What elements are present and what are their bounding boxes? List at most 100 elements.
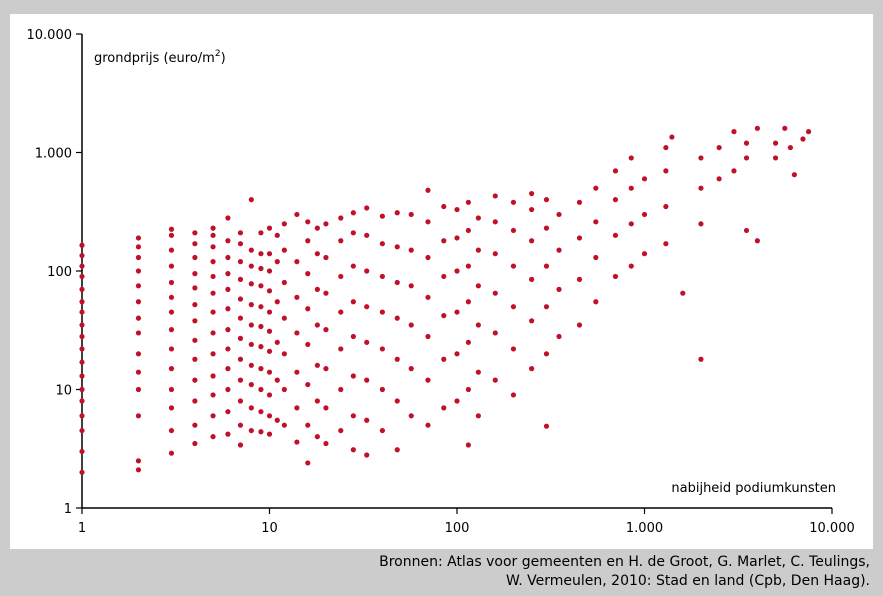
data-point xyxy=(274,259,280,265)
data-point xyxy=(274,339,280,345)
data-point xyxy=(408,283,414,289)
data-point xyxy=(237,315,244,321)
data-point xyxy=(425,333,431,340)
data-point xyxy=(350,263,356,269)
data-point xyxy=(314,322,320,328)
data-point xyxy=(248,197,254,203)
data-point xyxy=(338,238,344,244)
data-point xyxy=(787,144,794,151)
data-point xyxy=(612,232,619,238)
data-point xyxy=(350,373,356,379)
y-axis-title: grondprijs (euro/m2) xyxy=(94,49,226,66)
data-point xyxy=(364,452,370,458)
data-point xyxy=(305,306,311,312)
data-point xyxy=(168,309,175,315)
data-point xyxy=(641,211,648,218)
data-point xyxy=(266,369,273,375)
x-tick-label: 1 xyxy=(78,521,86,536)
data-point xyxy=(314,362,320,368)
data-point xyxy=(168,279,175,286)
data-point xyxy=(237,356,244,362)
data-point xyxy=(135,254,142,261)
data-point xyxy=(305,341,311,348)
data-point xyxy=(248,341,254,348)
data-point xyxy=(79,309,85,315)
data-point xyxy=(680,290,686,296)
data-point xyxy=(248,405,254,411)
data-point xyxy=(225,366,231,372)
data-point xyxy=(314,286,320,292)
data-point xyxy=(408,322,414,328)
data-point xyxy=(510,392,517,398)
data-point xyxy=(210,373,216,379)
data-points xyxy=(79,125,812,475)
data-point xyxy=(743,227,750,234)
data-point xyxy=(612,273,619,280)
data-point xyxy=(210,259,216,265)
data-point xyxy=(628,221,634,227)
data-point xyxy=(425,377,431,383)
data-point xyxy=(731,129,737,135)
data-point xyxy=(210,413,216,419)
data-point xyxy=(79,386,85,393)
data-point xyxy=(379,309,385,315)
data-point xyxy=(168,427,175,434)
data-point xyxy=(266,392,273,398)
data-point xyxy=(314,434,320,440)
data-point xyxy=(248,263,254,269)
data-point xyxy=(237,276,244,282)
data-point xyxy=(168,366,175,372)
data-point xyxy=(135,283,142,289)
x-axis-title: nabijheid podiumkunsten xyxy=(671,481,836,496)
data-point xyxy=(168,386,175,393)
data-point xyxy=(305,271,311,277)
data-point xyxy=(454,268,460,274)
data-point xyxy=(135,413,142,419)
y-tick-label: 10.000 xyxy=(27,28,73,43)
data-point xyxy=(556,247,562,253)
data-point xyxy=(323,221,329,227)
data-point xyxy=(237,398,244,404)
data-point xyxy=(323,405,329,411)
data-point xyxy=(168,346,175,352)
data-point xyxy=(394,279,400,286)
data-point xyxy=(379,386,385,393)
data-point xyxy=(465,386,471,393)
data-point xyxy=(323,290,329,296)
data-point xyxy=(805,129,812,135)
data-point xyxy=(465,263,471,269)
data-point xyxy=(294,330,300,336)
data-point xyxy=(210,225,216,231)
data-point xyxy=(274,377,280,383)
data-point xyxy=(79,322,85,328)
data-point xyxy=(543,225,550,231)
data-point xyxy=(475,369,481,375)
data-point xyxy=(248,427,254,434)
data-point xyxy=(543,423,550,429)
data-point xyxy=(465,442,471,448)
x-tick-label: 1.000 xyxy=(626,521,663,536)
data-point xyxy=(593,219,599,225)
data-point xyxy=(782,125,788,131)
data-point xyxy=(192,230,198,236)
data-point xyxy=(258,344,264,350)
data-point xyxy=(323,366,329,372)
data-point xyxy=(210,330,216,336)
data-point xyxy=(210,434,216,440)
data-point xyxy=(248,247,254,253)
data-point xyxy=(394,315,400,321)
data-point xyxy=(492,377,498,383)
data-point xyxy=(425,254,431,261)
data-point xyxy=(79,273,85,280)
data-point xyxy=(628,155,634,161)
data-point xyxy=(258,323,264,330)
data-point xyxy=(168,450,175,456)
data-point xyxy=(492,193,498,199)
data-point xyxy=(237,259,244,265)
data-point xyxy=(225,286,231,292)
data-point xyxy=(669,134,675,140)
data-point xyxy=(350,447,356,453)
data-point xyxy=(135,299,142,305)
data-point xyxy=(237,335,244,341)
data-point xyxy=(394,210,400,216)
